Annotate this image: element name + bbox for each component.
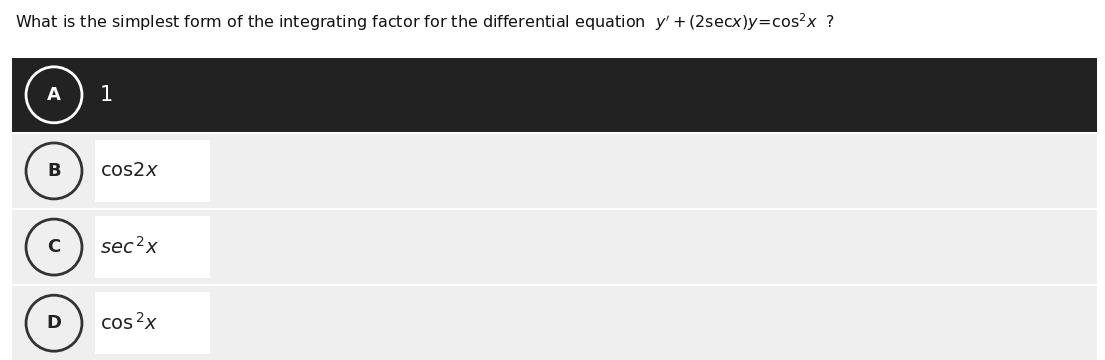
Text: C: C [48, 238, 61, 256]
Ellipse shape [27, 67, 82, 123]
Text: $\mathrm{cos}^{\,2}\mathit{x}$: $\mathrm{cos}^{\,2}\mathit{x}$ [99, 312, 158, 334]
Ellipse shape [27, 295, 82, 351]
FancyBboxPatch shape [12, 210, 1097, 284]
Text: $\mathrm{cos}2\mathit{x}$: $\mathrm{cos}2\mathit{x}$ [99, 161, 159, 180]
FancyBboxPatch shape [12, 286, 1097, 360]
Ellipse shape [27, 219, 82, 275]
Text: What is the simplest form of the integrating factor for the differential equatio: What is the simplest form of the integra… [15, 11, 835, 33]
Ellipse shape [27, 143, 82, 199]
Text: A: A [48, 86, 61, 104]
FancyBboxPatch shape [95, 140, 210, 202]
Text: D: D [46, 314, 62, 332]
FancyBboxPatch shape [12, 134, 1097, 208]
Text: B: B [48, 162, 61, 180]
FancyBboxPatch shape [12, 58, 1097, 132]
Text: $\mathit{sec}^{\,2}\mathit{x}$: $\mathit{sec}^{\,2}\mathit{x}$ [99, 236, 159, 258]
FancyBboxPatch shape [95, 292, 210, 354]
FancyBboxPatch shape [95, 216, 210, 278]
Text: 1: 1 [99, 85, 113, 105]
